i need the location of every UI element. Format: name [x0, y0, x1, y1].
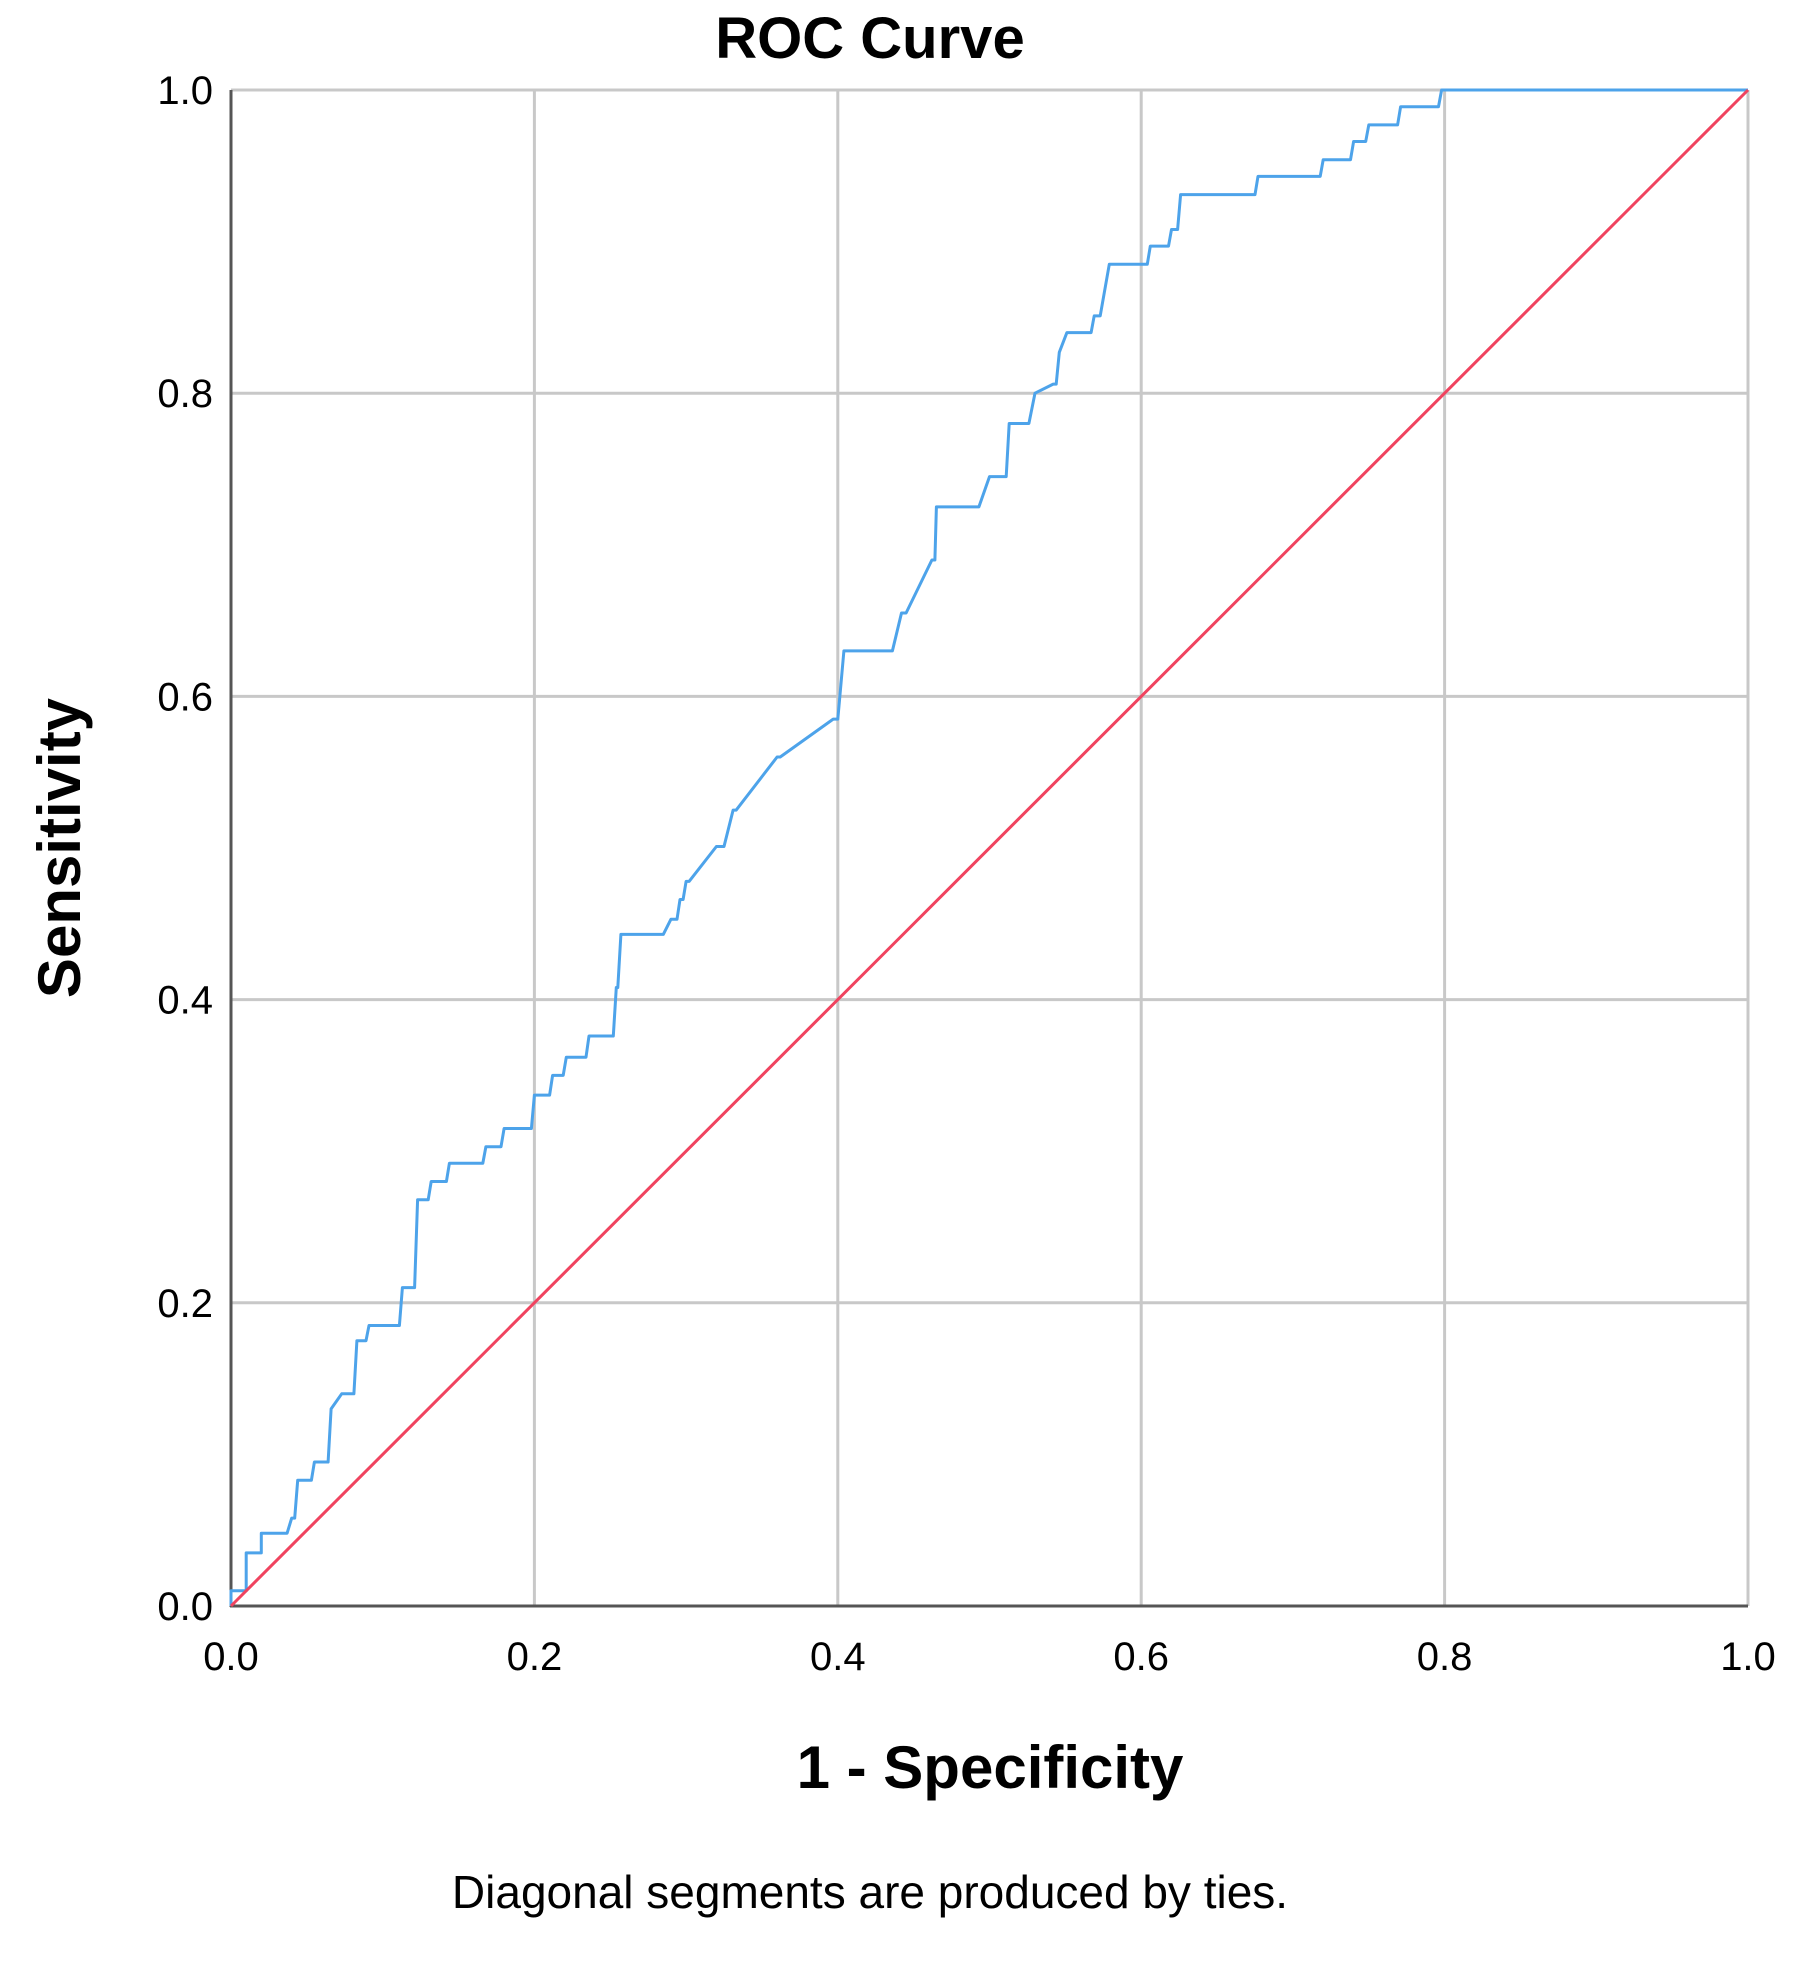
y-tick-label: 1.0: [157, 69, 213, 113]
x-tick-label: 0.8: [1417, 1635, 1473, 1679]
y-tick-label: 0.6: [157, 675, 213, 719]
y-tick-label: 0.0: [157, 1585, 213, 1629]
y-tick-label: 0.4: [157, 979, 213, 1023]
x-tick-label: 1.0: [1720, 1635, 1776, 1679]
chart-footnote: Diagonal segments are produced by ties.: [452, 1866, 1288, 1918]
y-tick-label: 0.2: [157, 1282, 213, 1326]
y-axis-label: Sensitivity: [26, 697, 93, 998]
tick-labels: 0.0 0.2 0.4 0.6 0.8 1.0 0.0 0.2 0.4 0.6 0.8 1.0: [157, 69, 1775, 1679]
plot-axes: [229, 90, 1748, 1608]
y-tick-label: 0.8: [157, 372, 213, 416]
grid-lines: [229, 88, 1750, 1608]
x-tick-label: 0.6: [1113, 1635, 1169, 1679]
chart-title: ROC Curve: [715, 6, 1024, 71]
x-tick-label: 0.2: [507, 1635, 563, 1679]
series-lines: [229, 88, 1750, 1608]
roc-curve-line: [229, 88, 1748, 1606]
reference-diagonal-line: [229, 88, 1750, 1608]
x-tick-label: 0.0: [203, 1635, 259, 1679]
x-axis-label: 1 - Specificity: [797, 1734, 1184, 1801]
x-tick-label: 0.4: [810, 1635, 866, 1679]
